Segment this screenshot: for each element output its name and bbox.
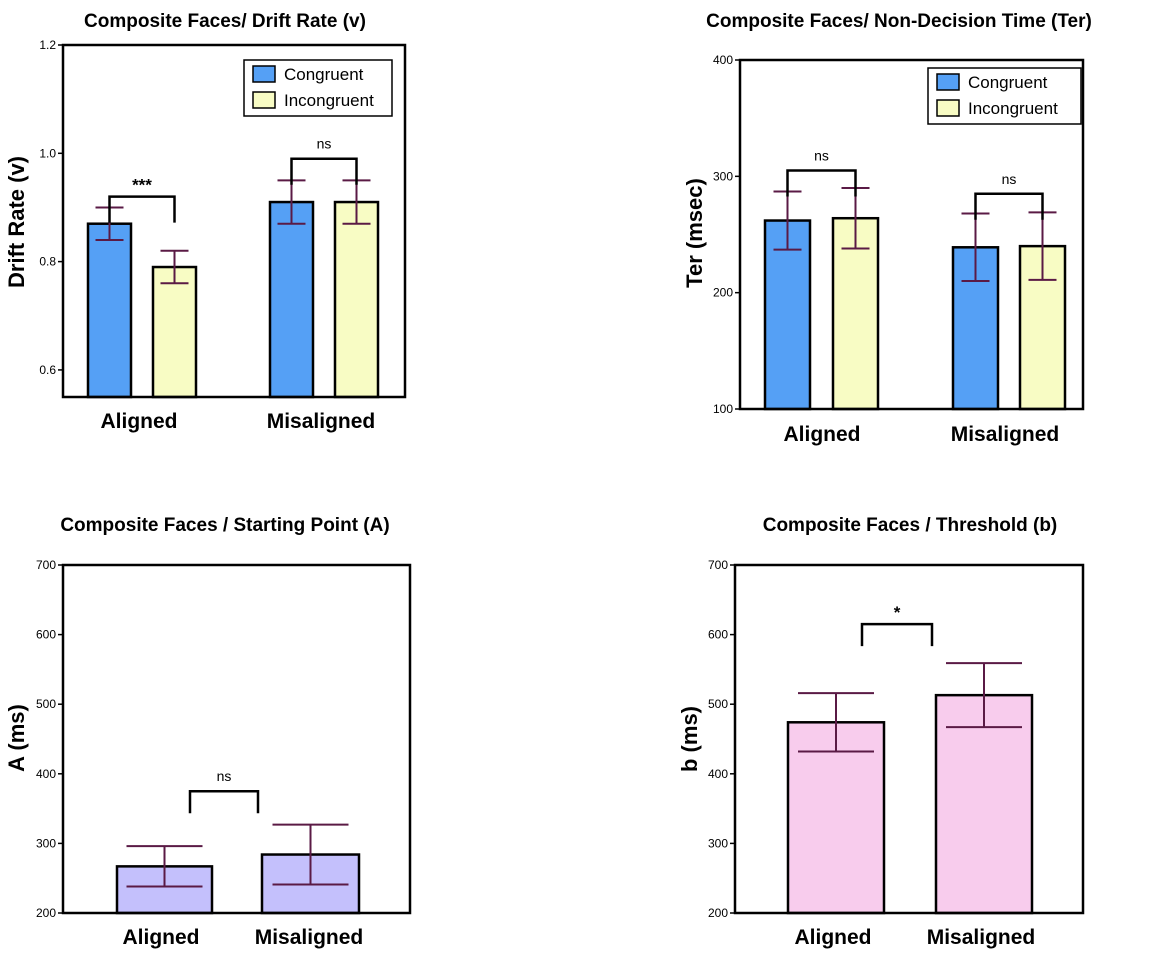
y-ticks: 200 300 400 500 600 700 xyxy=(36,558,63,920)
legend: Congruent Incongruent xyxy=(243,59,393,117)
category-label: Misaligned xyxy=(927,926,1036,949)
category-label: Aligned xyxy=(101,410,178,433)
bars xyxy=(86,200,380,399)
y-ticks: 100 200 300 400 xyxy=(713,53,740,416)
x-categories: Aligned Misaligned xyxy=(795,926,1036,949)
error-bars xyxy=(773,186,1057,283)
legend-box xyxy=(243,59,393,117)
category-label: Misaligned xyxy=(267,410,376,433)
y-tick-label: 1.0 xyxy=(39,146,56,160)
significance-brackets: * xyxy=(860,603,934,647)
category-label: Misaligned xyxy=(951,423,1060,446)
y-tick-label: 700 xyxy=(36,558,56,572)
chart-title: Composite Faces/ Drift Rate (v) xyxy=(84,11,366,32)
legend-label-incongruent: Incongruent xyxy=(968,99,1058,118)
y-tick-label: 400 xyxy=(713,53,733,67)
category-label: Aligned xyxy=(123,926,200,949)
bar-congruent-aligned xyxy=(86,222,133,399)
significance-bracket xyxy=(974,192,1044,220)
significance-bracket xyxy=(108,195,176,223)
significance-bracket xyxy=(188,789,260,814)
y-ticks: 200 300 400 500 600 700 xyxy=(708,558,735,920)
error-bars xyxy=(798,662,1022,753)
bar-incongruent-misaligned xyxy=(333,200,380,399)
significance-label: ns xyxy=(814,148,829,164)
chart-title: Composite Faces/ Non-Decision Time (Ter) xyxy=(706,11,1092,32)
starting-point-panel: Composite Faces / Starting Point (A) A (… xyxy=(4,515,412,949)
legend: Congruent Incongruent xyxy=(927,67,1082,125)
significance-label: * xyxy=(894,603,901,622)
threshold-panel: Composite Faces / Threshold (b) b (ms) 2… xyxy=(677,515,1085,949)
y-axis-label: Drift Rate (v) xyxy=(4,156,29,288)
x-categories: Aligned Misaligned xyxy=(123,926,364,949)
significance-bracket xyxy=(860,622,934,647)
bar-congruent-misaligned xyxy=(268,200,315,399)
legend-swatch-incongruent xyxy=(936,99,960,117)
y-tick-label: 400 xyxy=(708,767,728,781)
y-tick-label: 100 xyxy=(713,402,733,416)
plot-frame xyxy=(61,563,412,915)
legend-swatch-incongruent xyxy=(252,91,276,109)
chart-title: Composite Faces / Starting Point (A) xyxy=(60,515,389,536)
significance-label: ns xyxy=(217,768,232,784)
y-tick-label: 0.6 xyxy=(39,363,56,377)
y-tick-label: 400 xyxy=(36,767,56,781)
y-tick-label: 200 xyxy=(708,906,728,920)
bar-misaligned xyxy=(934,693,1034,915)
y-tick-label: 200 xyxy=(713,286,733,300)
bar-incongruent-aligned xyxy=(151,265,198,399)
significance-label: ns xyxy=(1002,171,1017,187)
category-label: Aligned xyxy=(784,423,861,446)
y-tick-label: 300 xyxy=(36,836,56,850)
x-categories: Aligned Misaligned xyxy=(784,423,1060,446)
significance-brackets: ns xyxy=(188,768,260,814)
chart-title: Composite Faces / Threshold (b) xyxy=(763,515,1058,536)
plot-frame xyxy=(61,43,407,399)
legend-label-congruent: Congruent xyxy=(968,73,1048,92)
y-tick-label: 600 xyxy=(708,628,728,642)
legend-label-congruent: Congruent xyxy=(284,65,364,84)
x-categories: Aligned Misaligned xyxy=(101,410,376,433)
plot-frame xyxy=(738,58,1085,411)
significance-bracket xyxy=(786,169,857,197)
significance-brackets: ns ns xyxy=(786,148,1044,220)
y-tick-label: 500 xyxy=(708,697,728,711)
significance-bracket xyxy=(290,157,358,185)
plot-frame xyxy=(733,563,1085,915)
y-tick-label: 300 xyxy=(708,836,728,850)
y-tick-label: 200 xyxy=(36,906,56,920)
y-tick-label: 300 xyxy=(713,169,733,183)
error-bars xyxy=(126,823,349,888)
y-tick-label: 1.2 xyxy=(39,38,56,52)
y-tick-label: 500 xyxy=(36,697,56,711)
legend-swatch-congruent xyxy=(936,73,960,91)
non-decision-time-panel: Composite Faces/ Non-Decision Time (Ter)… xyxy=(682,11,1092,446)
category-label: Misaligned xyxy=(255,926,364,949)
y-axis-label: b (ms) xyxy=(677,706,702,772)
y-axis-label: Ter (msec) xyxy=(682,178,707,288)
y-axis-label: A (ms) xyxy=(4,704,29,772)
category-label: Aligned xyxy=(795,926,872,949)
legend-label-incongruent: Incongruent xyxy=(284,91,374,110)
y-tick-label: 0.8 xyxy=(39,255,56,269)
drift-rate-panel: Composite Faces/ Drift Rate (v) Drift Ra… xyxy=(4,11,407,433)
significance-brackets: *** ns xyxy=(108,136,358,223)
y-tick-label: 600 xyxy=(36,628,56,642)
bars xyxy=(763,216,1067,411)
bars xyxy=(786,693,1034,915)
significance-label: ns xyxy=(317,136,332,152)
y-tick-label: 700 xyxy=(708,558,728,572)
legend-swatch-congruent xyxy=(252,65,276,83)
significance-label: *** xyxy=(132,176,152,195)
y-ticks: 0.6 0.8 1.0 1.2 xyxy=(39,38,63,377)
